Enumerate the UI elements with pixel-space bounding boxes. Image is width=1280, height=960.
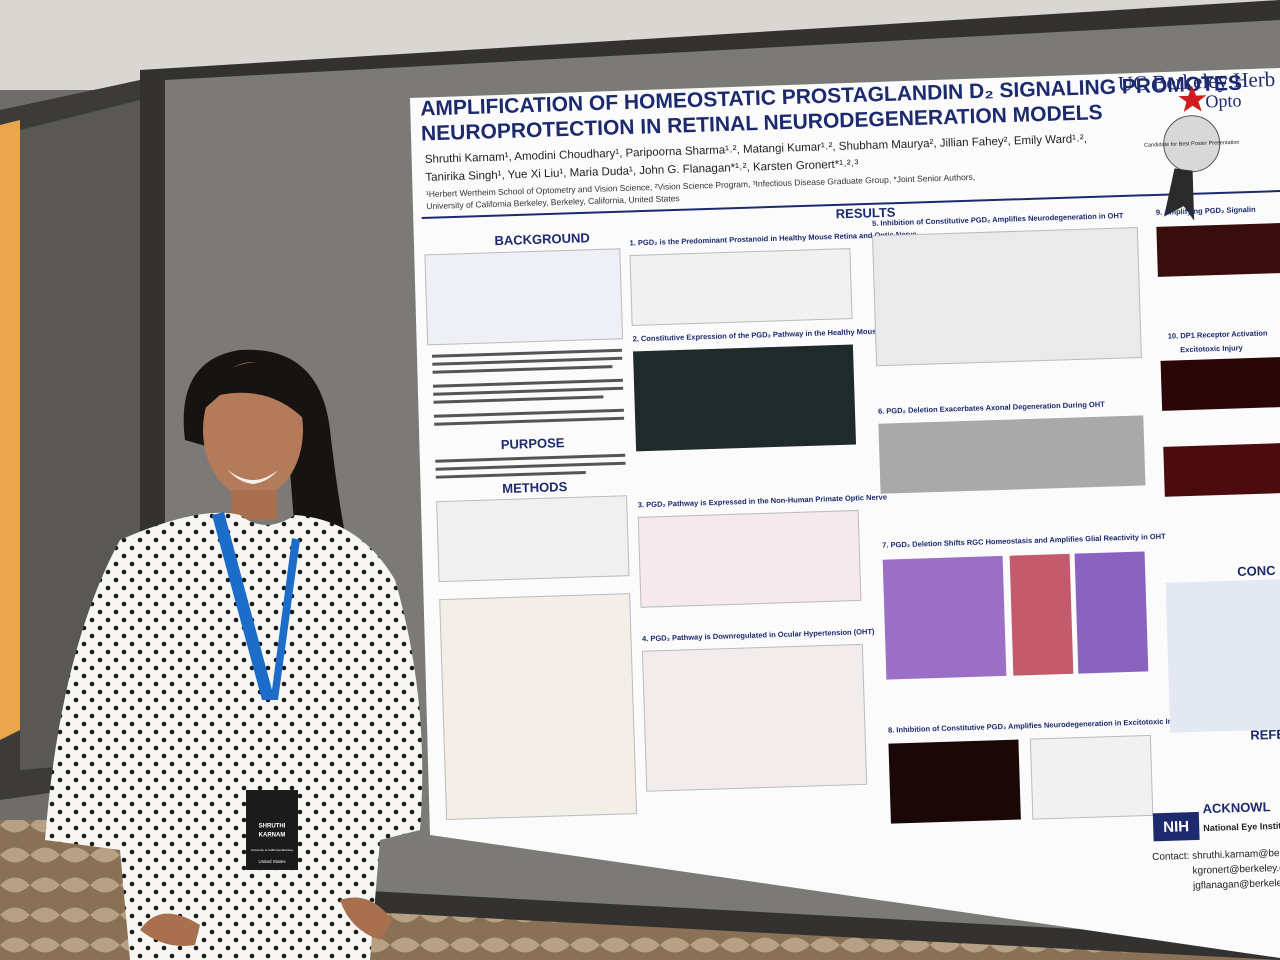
figure	[641, 643, 868, 792]
section-heading: CONC	[1237, 563, 1276, 579]
figure	[637, 509, 862, 608]
badge-name: SHRUTHI	[259, 824, 286, 830]
blouse	[45, 512, 423, 960]
heatmap	[882, 555, 1007, 680]
figure	[633, 344, 857, 452]
institution: Opto	[1205, 90, 1242, 111]
badge-affiliation: University of California Berkeley	[251, 848, 294, 852]
award-text: Candidate for Best Poster Presentation	[1144, 140, 1240, 149]
text-block	[435, 453, 626, 479]
neighbor-poster	[0, 120, 20, 740]
figure	[1163, 442, 1280, 497]
conclusion-box	[1165, 578, 1280, 733]
figure	[436, 495, 630, 583]
contact: kgronert@berkeley.edu	[1192, 863, 1280, 877]
section-heading: METHODS	[502, 479, 568, 496]
nih-logo-text: NIH	[1163, 818, 1189, 836]
figure	[629, 248, 853, 326]
nih-logo	[1152, 811, 1200, 842]
institution: UC Berkeley Herb	[1117, 67, 1275, 96]
results-heading: Excitotoxic Injury	[1180, 343, 1244, 354]
contact: jgflanagan@berkeley.edu	[1192, 877, 1280, 892]
figure	[1029, 734, 1154, 820]
hand	[140, 913, 200, 946]
name-badge	[246, 790, 298, 870]
figure	[1156, 222, 1280, 277]
section-heading: ACKNOWL	[1202, 799, 1270, 816]
contact: Contact: shruthi.karnam@berkeley	[1152, 847, 1280, 863]
badge-name: KARNAM	[259, 833, 286, 839]
figure	[888, 739, 1021, 824]
results-heading: 9. Amplifying PGD₂ Signalin	[1156, 205, 1256, 217]
figure	[424, 248, 624, 346]
heatmap	[1074, 551, 1149, 674]
star	[1178, 85, 1207, 113]
nei-text: National Eye Institute	[1203, 820, 1280, 833]
section-heading: BACKGROUND	[494, 230, 590, 248]
results-heading: 10. DP1 Receptor Activation	[1168, 328, 1268, 340]
badge-country: United States	[258, 859, 286, 864]
lanyard	[212, 512, 300, 700]
section-heading: RESULTS	[836, 205, 896, 222]
figure	[878, 415, 1146, 494]
smile	[228, 470, 278, 484]
ribbon	[1164, 168, 1195, 221]
rule	[421, 189, 1280, 220]
figure	[439, 593, 638, 821]
heatmap	[1009, 553, 1074, 676]
person: SHRUTHI KARNAM University of California …	[45, 349, 423, 960]
section-heading: REFER	[1250, 726, 1280, 742]
hand	[340, 897, 392, 940]
section-heading: PURPOSE	[501, 435, 565, 452]
figure	[871, 227, 1142, 367]
text-block	[432, 348, 625, 426]
hair-top	[203, 361, 305, 420]
figure	[1160, 356, 1280, 411]
